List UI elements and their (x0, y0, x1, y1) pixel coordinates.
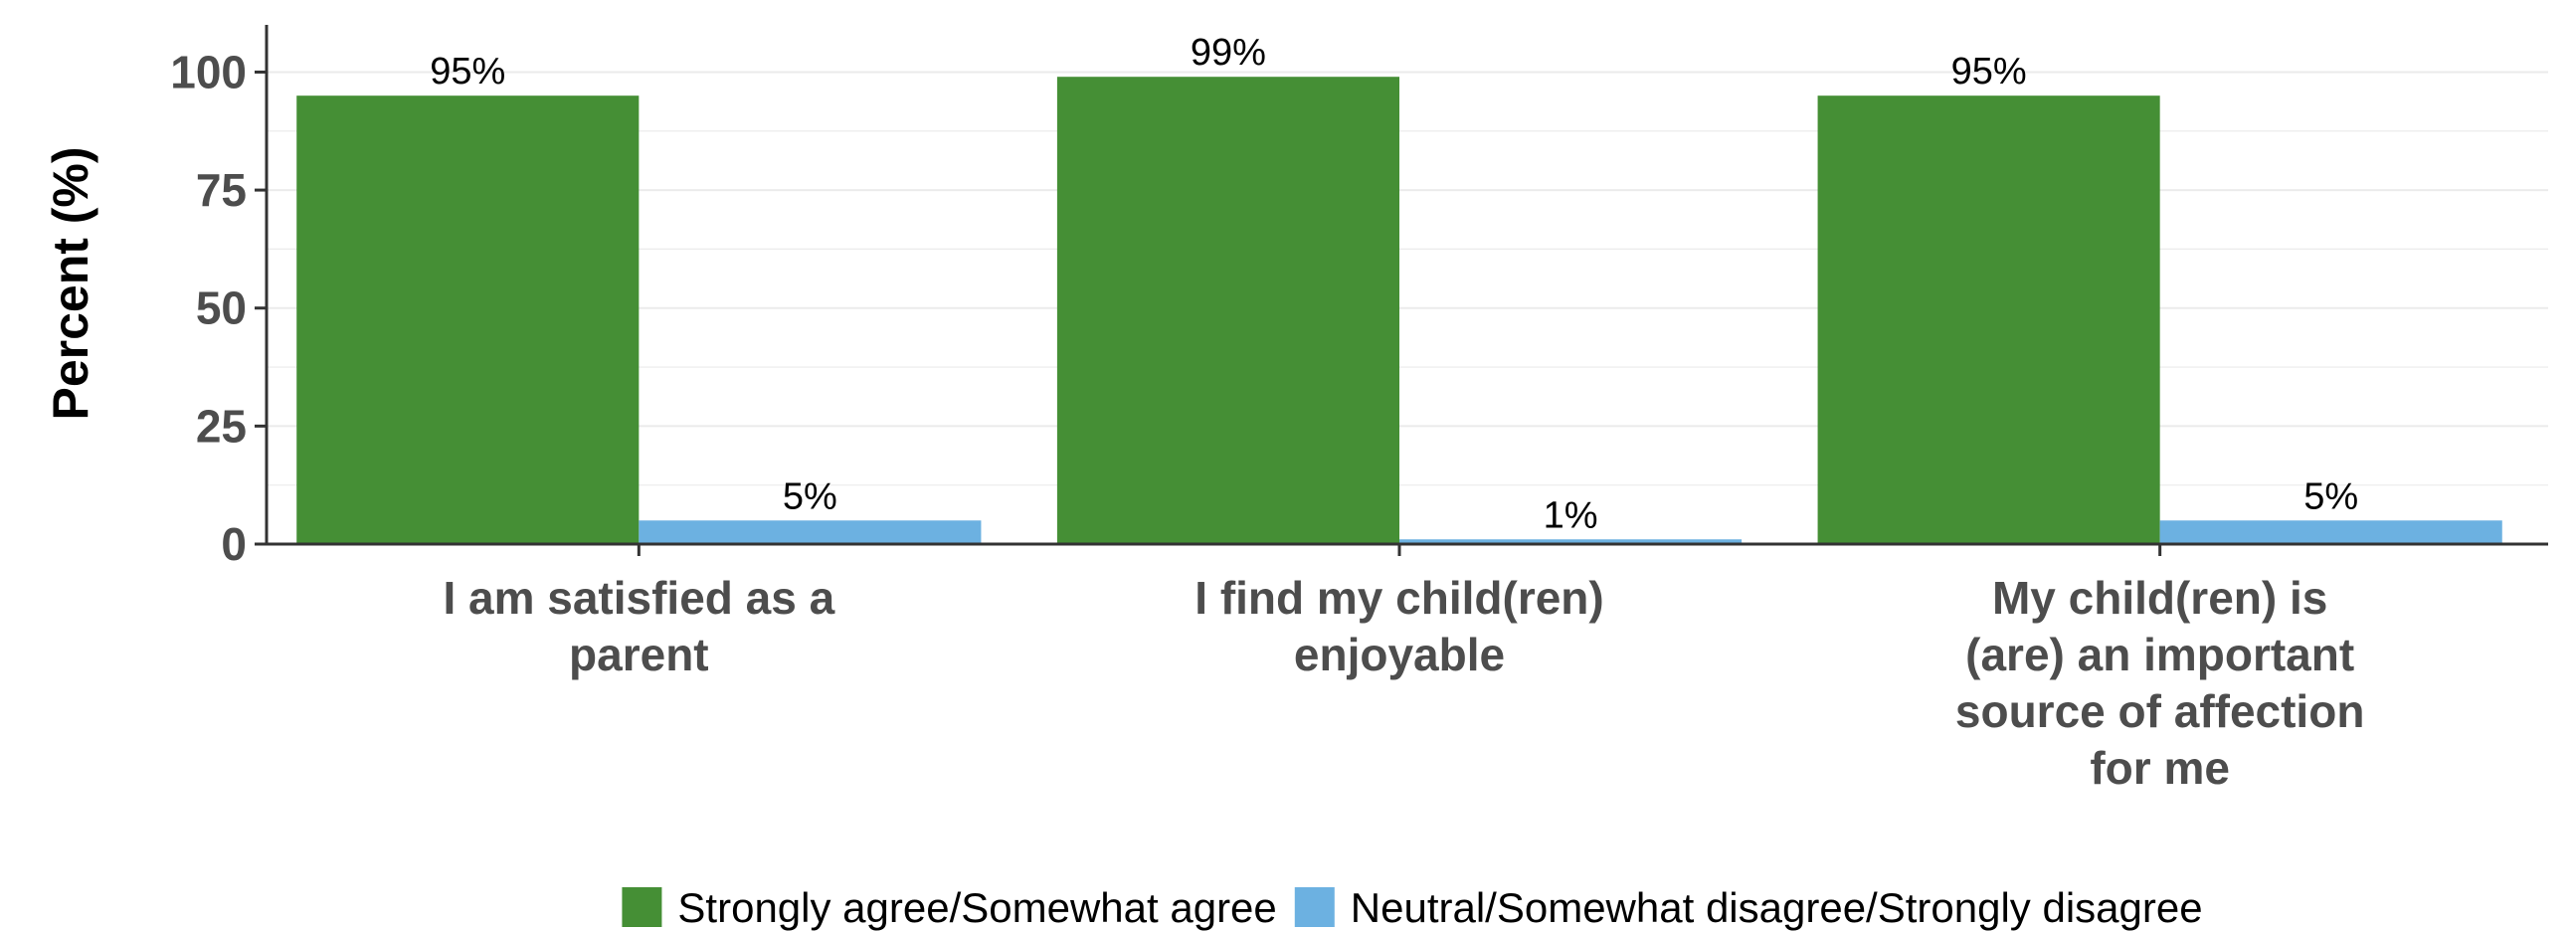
x-tick-label-line: source of affection (1955, 685, 2365, 737)
category-labels: I am satisfied as a parent I find my child… (443, 572, 2364, 794)
y-tick-label: 0 (221, 518, 247, 570)
y-tick-labels: 0 25 50 75 100 (170, 46, 247, 570)
legend-label: Neutral/Somewhat disagree/Strongly disag… (1351, 884, 2203, 931)
x-tick-label: I find my child(ren) enjoyable (1195, 572, 1603, 680)
x-tick-label-line: (are) an important (1965, 629, 2354, 680)
legend: Strongly agree/Somewhat agree Neutral/Som… (622, 884, 2203, 931)
legend-label: Strongly agree/Somewhat agree (677, 884, 1276, 931)
bars (296, 77, 2502, 544)
data-labels: 95% 5% 99% 1% 95% 5% (430, 32, 2358, 536)
bar (1399, 539, 1743, 544)
legend-key (622, 887, 662, 927)
x-tick-label: My child(ren) is (are) an important source… (1955, 572, 2365, 794)
bar (1056, 77, 1399, 544)
bar (296, 95, 640, 544)
data-label: 1% (1544, 494, 1598, 536)
x-tick-label: I am satisfied as a parent (443, 572, 834, 680)
data-label: 5% (2303, 475, 2358, 517)
y-tick-label: 25 (196, 400, 247, 452)
data-label: 95% (430, 51, 505, 93)
x-tick-label-line: I am satisfied as a (443, 572, 834, 624)
gridlines (267, 71, 2548, 545)
x-tick-label-line: for me (2090, 742, 2230, 794)
data-label: 95% (1951, 51, 2027, 93)
bar (2159, 520, 2502, 544)
data-label: 5% (783, 475, 837, 517)
x-tick-label-line: enjoyable (1294, 629, 1505, 680)
data-label: 99% (1191, 32, 1266, 74)
y-tick-label: 75 (196, 164, 247, 216)
axes (255, 25, 2548, 556)
x-tick-label-line: My child(ren) is (1992, 572, 2327, 624)
bar (639, 520, 982, 544)
x-tick-label-line: I find my child(ren) (1195, 572, 1603, 624)
y-tick-label: 100 (170, 46, 247, 97)
legend-key (1294, 887, 1335, 927)
y-axis-title: Percent (%) (43, 146, 98, 420)
bar (1817, 95, 2160, 544)
y-tick-label: 50 (196, 282, 247, 334)
x-tick-label-line: parent (569, 629, 709, 680)
